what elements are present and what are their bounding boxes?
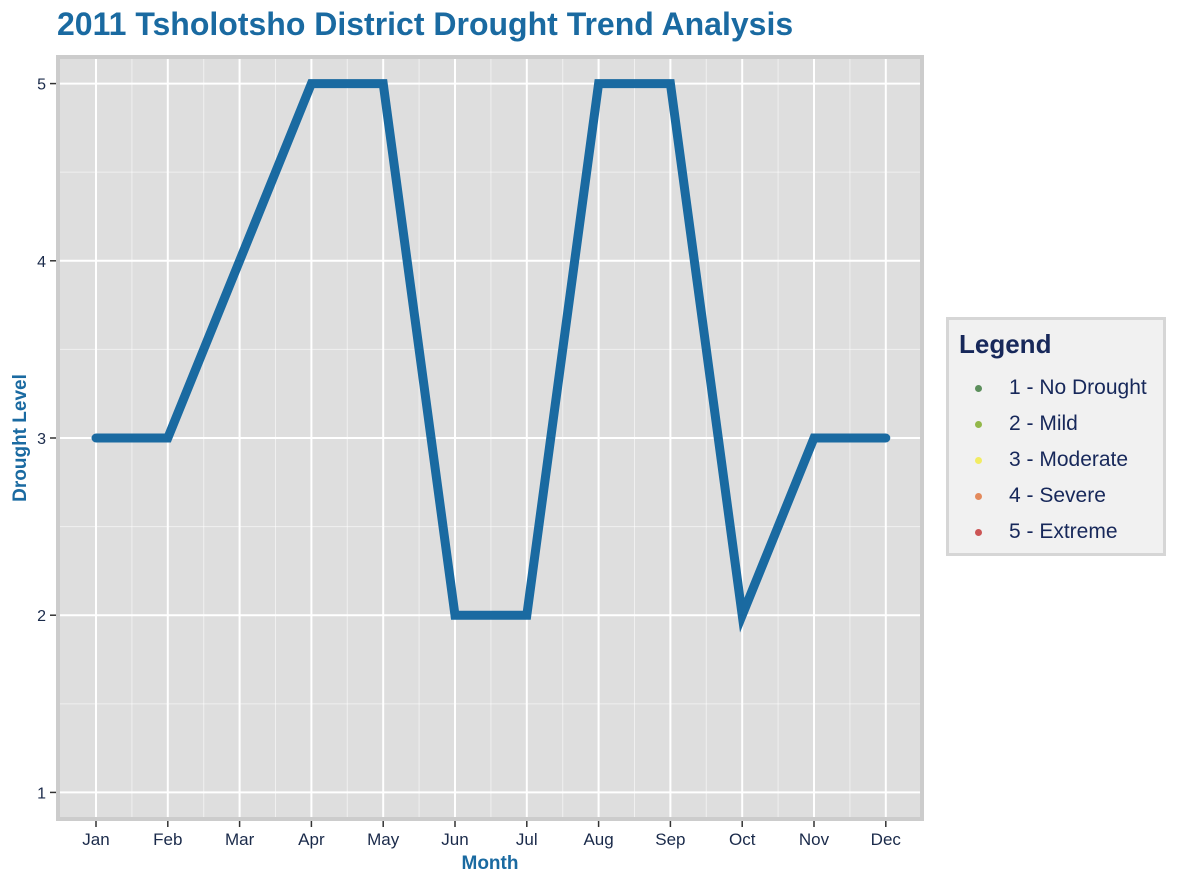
- y-tick-label: 2: [37, 608, 46, 625]
- y-tick-label: 5: [37, 77, 46, 94]
- legend-item: 1 - No Drought: [959, 370, 1153, 406]
- x-axis-title: Month: [462, 853, 519, 874]
- x-tick-label: Dec: [871, 830, 902, 849]
- x-axis: Jan Feb Mar Apr May Jun Jul Aug Sep Oct Nov Dec: [82, 821, 901, 849]
- y-tick-label: 1: [37, 785, 46, 802]
- x-tick-label: May: [367, 830, 400, 849]
- series-line: [91, 79, 891, 633]
- legend-marker: [975, 420, 982, 428]
- legend-label: 1 - No Drought: [1009, 376, 1147, 399]
- legend-marker: [975, 456, 982, 464]
- x-tick-label: Feb: [153, 830, 182, 849]
- y-tick-label: 3: [37, 431, 46, 448]
- x-tick-label: Aug: [583, 830, 613, 849]
- legend-marker: [975, 528, 982, 536]
- x-tick-label: Apr: [298, 830, 325, 849]
- legend-label: 4 - Severe: [1009, 484, 1106, 507]
- x-tick-label: Nov: [799, 830, 830, 849]
- x-tick-label: Jul: [516, 830, 538, 849]
- chart-title: 2011 Tsholotsho District Drought Trend A…: [57, 6, 793, 42]
- legend-item: 2 - Mild: [959, 406, 1153, 442]
- legend-items: 1 - No Drought 2 - Mild 3 - Moderate 4 - Se…: [959, 370, 1153, 550]
- legend-item: 3 - Moderate: [959, 442, 1153, 478]
- x-tick-label: Sep: [655, 830, 685, 849]
- legend-item: 5 - Extreme: [959, 514, 1153, 550]
- x-tick-label: Jan: [82, 830, 109, 849]
- y-tick-label: 4: [37, 254, 46, 271]
- x-tick-label: Mar: [225, 830, 255, 849]
- x-tick-label: Jun: [441, 830, 468, 849]
- legend-marker: [975, 384, 982, 392]
- y-axis: 1 2 3 4 5: [37, 77, 56, 802]
- legend-marker: [975, 492, 982, 500]
- x-tick-label: Oct: [729, 830, 756, 849]
- legend-title: Legend: [959, 329, 1052, 359]
- legend-label: 5 - Extreme: [1009, 520, 1118, 543]
- legend-label: 2 - Mild: [1009, 412, 1078, 435]
- y-axis-title: Drought Level: [10, 374, 31, 502]
- legend-item: 4 - Severe: [959, 478, 1153, 514]
- series-layer: [91, 79, 891, 633]
- legend-label: 3 - Moderate: [1009, 448, 1129, 471]
- legend: Legend 1 - No Drought 2 - Mild 3 - Moderat…: [946, 317, 1166, 556]
